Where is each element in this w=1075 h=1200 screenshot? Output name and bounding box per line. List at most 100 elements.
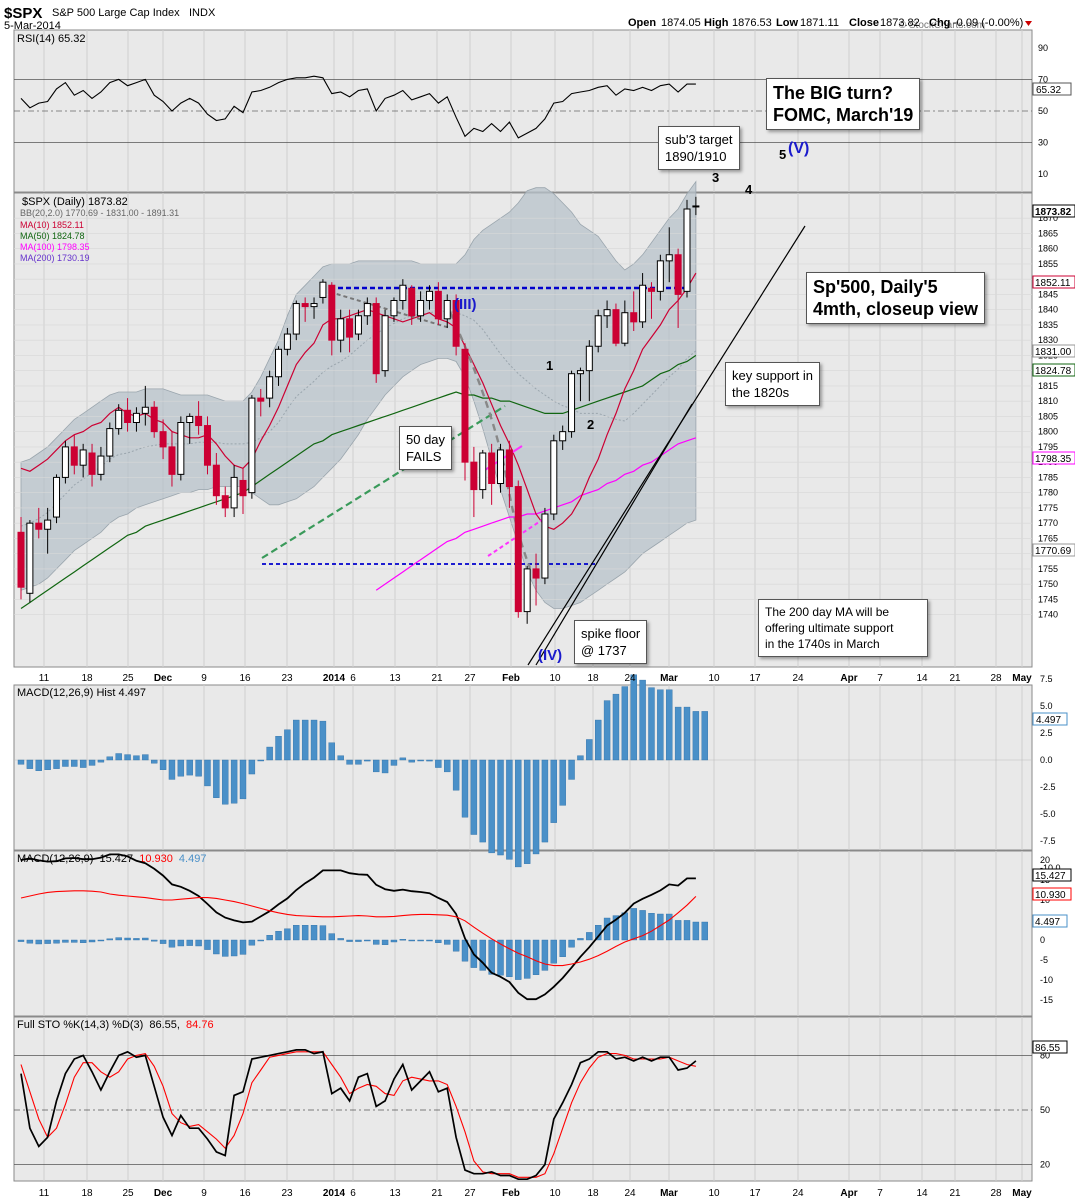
- candle-body: [248, 397, 256, 494]
- annotation-lines: [261, 225, 806, 666]
- macd-panel-bar: [62, 939, 69, 943]
- x-tick-label: 17: [749, 1188, 761, 1199]
- x-tick-label: 21: [431, 673, 443, 684]
- macd-hist-bar: [115, 753, 122, 761]
- macd-panel-bar: [53, 939, 60, 944]
- price-tick-label: 1750: [1038, 579, 1058, 589]
- price-tick-label: 1835: [1038, 320, 1058, 330]
- macd-panel-bar: [301, 925, 309, 941]
- rsi-tick-label: 50: [1038, 106, 1048, 116]
- annotation-50-day: 50 day FAILS: [399, 426, 453, 470]
- macd-hist-bars: [17, 674, 708, 868]
- price-tick-label: 1840: [1038, 305, 1058, 315]
- x-tick-label: 10: [708, 673, 720, 684]
- exchange-label: INDX: [189, 7, 216, 19]
- macd-hist-tick-label: 2.5: [1040, 728, 1053, 738]
- macd-hist-tick-label: -7.5: [1040, 836, 1056, 846]
- macd-panel-bar: [701, 921, 708, 941]
- macd-hist-bar: [648, 687, 655, 761]
- macd-panel-bar: [79, 939, 87, 943]
- rsi-badge: 65.32: [1032, 82, 1072, 96]
- candle-body: [488, 452, 496, 484]
- macd-hist-bar: [435, 759, 442, 768]
- macd-panel-bar: [195, 939, 202, 947]
- macd-hist-bar: [417, 759, 424, 762]
- x-tick-label: 13: [389, 1188, 401, 1199]
- macd-panel-bar: [71, 939, 78, 943]
- macd-hist-bar: [497, 759, 504, 856]
- candle-body: [212, 464, 220, 497]
- macd-panel-bar: [44, 939, 51, 944]
- annotation-key-support: key support in the 1820s: [725, 362, 820, 406]
- candle-body: [17, 531, 25, 588]
- macd-panel-bar: [550, 939, 557, 964]
- candle-body: [239, 479, 247, 497]
- candle-body: [337, 318, 345, 341]
- index-name: S&P 500 Large Cap Index: [52, 7, 180, 19]
- x-tick-label: 24: [792, 1188, 804, 1199]
- macd-hist-tick-label: 7.5: [1040, 674, 1053, 684]
- x-tick-label: 6: [350, 1188, 356, 1199]
- candle-body: [639, 284, 647, 323]
- price-panel: 1740174517501755176017651770177517801785…: [14, 180, 1075, 666]
- candle-body: [505, 449, 513, 488]
- macd-panel-bar: [683, 920, 691, 941]
- macd-panel-bar: [88, 939, 96, 943]
- macd-panel-bar: [408, 939, 415, 942]
- macd-hist-bar: [337, 755, 344, 761]
- candle-body: [381, 315, 389, 372]
- rsi-legend: RSI(14) 65.32: [17, 33, 85, 45]
- macd-hist-bar: [26, 759, 34, 769]
- candle-body: [97, 455, 105, 475]
- x-tick-label: 25: [122, 1188, 134, 1199]
- macd-panel-bar: [373, 939, 380, 945]
- candle-body: [461, 348, 469, 463]
- candle-body: [88, 452, 96, 475]
- svg-text:1852.11: 1852.11: [1035, 278, 1071, 289]
- x-tick-label: 18: [587, 673, 599, 684]
- candle-body: [656, 260, 664, 292]
- candle-body: [275, 348, 283, 378]
- macd-hist-bar: [541, 759, 549, 843]
- macd-panel-bar: [390, 939, 398, 943]
- price-tick-label: 1745: [1038, 594, 1058, 604]
- macd-panel-bar: [186, 939, 193, 946]
- macd-panel-bar: [239, 939, 247, 955]
- x-tick-label: 24: [624, 1188, 636, 1199]
- candle-body: [124, 409, 132, 423]
- macd-panel-bar: [426, 939, 433, 942]
- x-tick-label: 11: [39, 673, 50, 684]
- macd-panel-bar: [222, 939, 229, 957]
- annotation-200-day-ma: The 200 day MA will be offering ultimate…: [758, 599, 928, 657]
- macd-panel-bar: [275, 931, 282, 941]
- svg-text:BB(20,2.0) 1770.69 - 1831.00 -: BB(20,2.0) 1770.69 - 1831.00 - 1891.31: [20, 208, 179, 218]
- rsi-tick-label: 30: [1038, 138, 1048, 148]
- x-axis-lower: 11 18 25 Dec 9 16 23 2014 6 13 21 27 Feb 10 18 24 Mar 10 1…: [39, 1188, 1032, 1199]
- macd-hist-bar: [515, 759, 522, 868]
- candle-body: [301, 303, 309, 308]
- candle-body: [132, 412, 140, 424]
- candle-body: [363, 303, 371, 317]
- macd-panel-bar: [159, 939, 167, 944]
- x-tick-label: 16: [239, 1188, 251, 1199]
- candle-body: [61, 446, 69, 478]
- x-tick-label: 2014: [323, 673, 346, 684]
- macd-hist-bar: [452, 759, 460, 791]
- macd-hist-bar: [532, 759, 540, 855]
- x-tick-label: 21: [431, 1188, 443, 1199]
- macd-hist-bar: [506, 759, 513, 860]
- svg-text:4.497: 4.497: [1036, 715, 1061, 726]
- svg-text:Low: Low: [776, 17, 798, 29]
- macd-panel-bar: [213, 939, 220, 955]
- candle-body: [186, 415, 194, 423]
- candle-body: [390, 300, 398, 317]
- macd-hist-bar: [373, 759, 380, 773]
- candle-body: [452, 300, 460, 347]
- macd-panel-bar: [399, 939, 407, 941]
- macd-panel-bar: [177, 939, 185, 947]
- macd-hist-bar: [630, 674, 637, 761]
- macd-hist-tick-label: -10.0: [1040, 863, 1061, 873]
- candle-body: [630, 312, 638, 323]
- macd-panel-bar: [230, 939, 238, 957]
- chart-date: 5-Mar-2014: [4, 20, 61, 32]
